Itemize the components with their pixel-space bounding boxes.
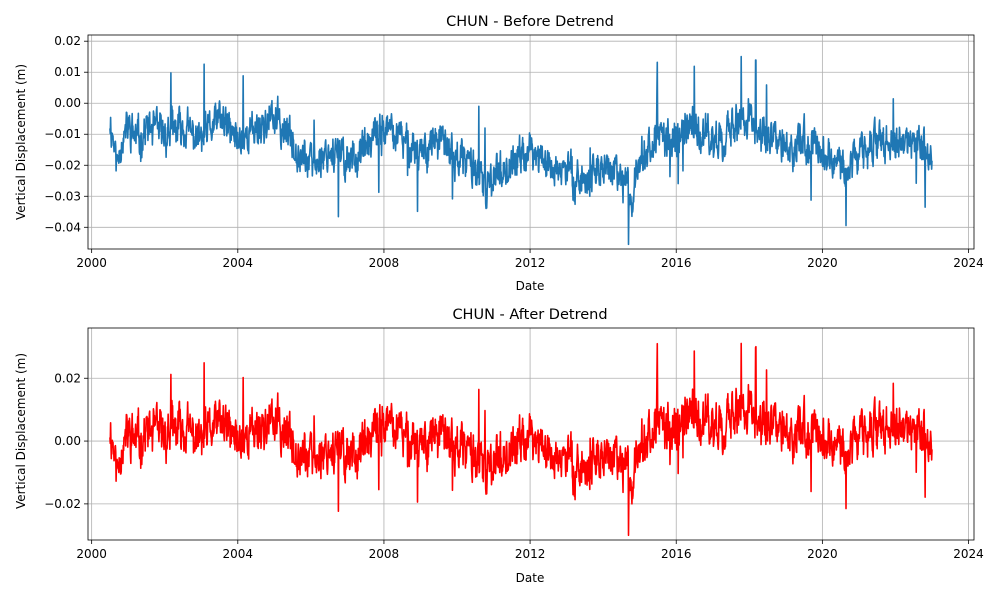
top-xtick-label-2012: 2012	[515, 256, 546, 270]
top-chart-panel: CHUN - Before Detrend Date Vertical Disp…	[14, 14, 984, 293]
bottom-xtick-label-2012: 2012	[515, 547, 546, 561]
top-xtick-label-2008: 2008	[369, 256, 400, 270]
top-chart-ylabel: Vertical Displacement (m)	[14, 64, 28, 220]
top-xtick-label-2024: 2024	[953, 256, 984, 270]
top-series-line	[109, 55, 933, 246]
bottom-xtick-label-2004: 2004	[223, 547, 254, 561]
bottom-xtick-label-2024: 2024	[953, 547, 984, 561]
top-ytick-label-3: −0.01	[44, 127, 81, 141]
top-xtick-label-2016: 2016	[661, 256, 692, 270]
top-xtick-label-2020: 2020	[807, 256, 838, 270]
bottom-chart-title: CHUN - After Detrend	[452, 307, 607, 323]
bottom-ytick-label-1: 0.00	[54, 434, 81, 448]
bottom-ytick-label-2: 0.02	[54, 371, 81, 385]
bottom-axes-frame	[87, 327, 975, 541]
bottom-xtick-label-2008: 2008	[369, 547, 400, 561]
top-xtick-label-2000: 2000	[76, 256, 107, 270]
top-ytick-label-5: 0.01	[54, 65, 81, 79]
top-ytick-label-6: 0.02	[54, 34, 81, 48]
bottom-series-line	[109, 342, 933, 537]
top-ytick-label-1: −0.03	[44, 189, 81, 203]
bottom-chart-ylabel: Vertical Displacement (m)	[14, 353, 28, 509]
top-ytick-label-2: −0.02	[44, 158, 81, 172]
bottom-xtick-label-2000: 2000	[76, 547, 107, 561]
bottom-xtick-label-2016: 2016	[661, 547, 692, 561]
bottom-xtick-label-2020: 2020	[807, 547, 838, 561]
bottom-ytick-label-0: −0.02	[44, 497, 81, 511]
bottom-chart-xlabel: Date	[516, 571, 545, 585]
top-ytick-label-4: 0.00	[54, 96, 81, 110]
bottom-chart-panel: CHUN - After Detrend Date Vertical Displ…	[14, 307, 984, 585]
top-ytick-label-0: −0.04	[44, 220, 81, 234]
top-chart-xlabel: Date	[516, 279, 545, 293]
top-xtick-label-2004: 2004	[223, 256, 254, 270]
top-chart-title: CHUN - Before Detrend	[446, 14, 614, 30]
top-axes-frame	[87, 34, 975, 250]
